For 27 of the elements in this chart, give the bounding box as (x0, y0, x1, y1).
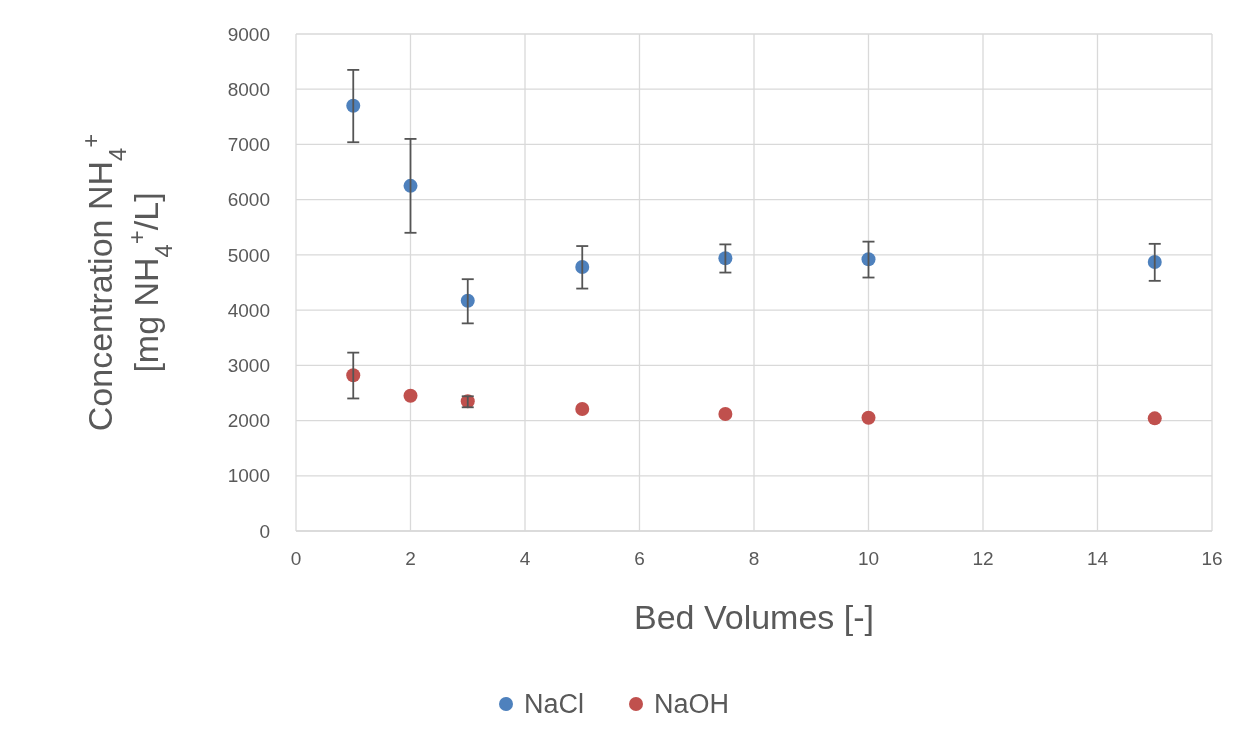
x-tick-label: 12 (972, 548, 994, 569)
point (861, 410, 876, 425)
point (718, 406, 733, 421)
x-tick-label: 0 (290, 548, 302, 569)
x-tick-label: 6 (634, 548, 645, 569)
y-tick-label: 8000 (227, 78, 270, 100)
x-tick-label: 16 (1201, 548, 1223, 569)
legend-label: NaOH (654, 689, 730, 720)
point (575, 401, 590, 416)
y-tick-label: 1000 (227, 465, 270, 487)
legend-label: NaCl (524, 689, 585, 720)
x-tick-label: 2 (405, 548, 416, 569)
x-tick-label: 14 (1086, 548, 1109, 569)
y-tick-label: 6000 (227, 189, 270, 211)
y-tick-label: 3000 (227, 354, 270, 376)
x-tick-label: 10 (857, 548, 880, 569)
x-tick-label: 4 (519, 548, 531, 569)
point (1147, 411, 1162, 426)
y-tick-label: 9000 (227, 23, 270, 45)
point (403, 388, 418, 403)
x-tick-label: 8 (748, 548, 760, 569)
x-axis-title: Bed Volumes [-] (633, 598, 875, 636)
y-tick-label: 7000 (227, 134, 270, 156)
y-tick-label: 5000 (227, 244, 270, 266)
y-tick-label: 4000 (227, 299, 270, 321)
y-tick-label: 2000 (227, 410, 270, 432)
y-tick-label: 0 (259, 520, 270, 542)
